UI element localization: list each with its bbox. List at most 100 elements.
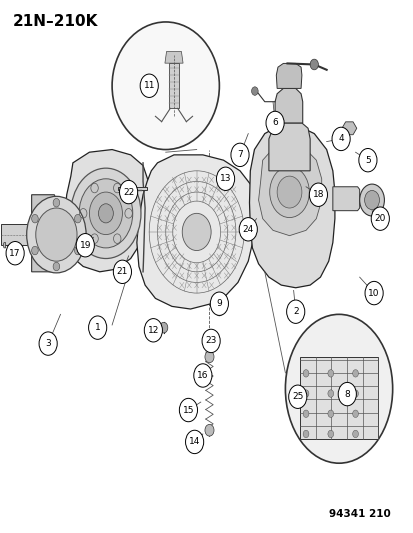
- Polygon shape: [3, 243, 6, 248]
- Text: 3: 3: [45, 339, 51, 348]
- Circle shape: [179, 398, 197, 422]
- Circle shape: [53, 198, 59, 207]
- Text: 13: 13: [219, 174, 231, 183]
- Text: 7: 7: [237, 150, 242, 159]
- Circle shape: [230, 143, 249, 166]
- Circle shape: [239, 217, 257, 241]
- Circle shape: [193, 364, 211, 387]
- Circle shape: [210, 292, 228, 316]
- Polygon shape: [118, 187, 147, 190]
- Circle shape: [202, 329, 220, 353]
- Circle shape: [302, 390, 308, 397]
- Circle shape: [276, 176, 301, 208]
- Circle shape: [159, 322, 167, 333]
- Circle shape: [286, 300, 304, 324]
- Circle shape: [269, 166, 309, 217]
- Circle shape: [39, 332, 57, 356]
- Circle shape: [327, 430, 333, 438]
- Circle shape: [53, 262, 59, 271]
- Polygon shape: [1, 224, 36, 245]
- Polygon shape: [249, 126, 334, 288]
- Polygon shape: [164, 52, 183, 63]
- Circle shape: [119, 180, 138, 204]
- Circle shape: [359, 184, 384, 216]
- Text: 6: 6: [272, 118, 277, 127]
- Circle shape: [327, 390, 333, 397]
- Ellipse shape: [112, 22, 219, 150]
- Text: 11: 11: [143, 81, 154, 90]
- Polygon shape: [31, 195, 56, 272]
- Circle shape: [302, 369, 308, 377]
- Circle shape: [113, 260, 131, 284]
- Circle shape: [79, 179, 133, 248]
- Text: 14: 14: [188, 438, 200, 447]
- Text: 5: 5: [364, 156, 370, 165]
- Text: 94341 210: 94341 210: [328, 509, 389, 519]
- Polygon shape: [169, 63, 179, 108]
- Text: 4: 4: [337, 134, 343, 143]
- Circle shape: [364, 190, 379, 209]
- Circle shape: [6, 241, 24, 265]
- Circle shape: [204, 351, 214, 363]
- Text: 22: 22: [123, 188, 134, 197]
- Polygon shape: [12, 243, 18, 248]
- Circle shape: [302, 430, 308, 438]
- Polygon shape: [137, 155, 256, 309]
- Circle shape: [31, 214, 38, 223]
- Circle shape: [370, 207, 389, 230]
- Text: 16: 16: [197, 371, 208, 380]
- Circle shape: [288, 385, 306, 408]
- Circle shape: [89, 192, 122, 235]
- Text: 24: 24: [242, 225, 253, 234]
- Circle shape: [309, 59, 318, 70]
- Circle shape: [358, 149, 376, 172]
- Circle shape: [71, 168, 141, 259]
- Polygon shape: [299, 357, 377, 439]
- Circle shape: [74, 214, 81, 223]
- Circle shape: [352, 410, 358, 417]
- Text: 21: 21: [116, 268, 128, 276]
- Circle shape: [364, 281, 382, 305]
- Text: 10: 10: [368, 288, 379, 297]
- Circle shape: [266, 111, 283, 135]
- Ellipse shape: [285, 314, 392, 463]
- Circle shape: [31, 246, 38, 255]
- Circle shape: [205, 336, 212, 346]
- Polygon shape: [332, 187, 359, 211]
- Text: 19: 19: [79, 241, 91, 250]
- Text: 17: 17: [9, 249, 21, 258]
- Text: 1: 1: [95, 323, 100, 332]
- Text: 21N–210K: 21N–210K: [13, 14, 98, 29]
- Circle shape: [216, 308, 222, 316]
- Text: 15: 15: [182, 406, 194, 415]
- Circle shape: [74, 246, 81, 255]
- Circle shape: [204, 424, 214, 436]
- Circle shape: [251, 87, 258, 95]
- Circle shape: [185, 430, 203, 454]
- Polygon shape: [258, 144, 321, 236]
- Polygon shape: [64, 150, 149, 272]
- Circle shape: [327, 410, 333, 417]
- Circle shape: [182, 213, 211, 251]
- Circle shape: [140, 74, 158, 98]
- Circle shape: [98, 204, 113, 223]
- Circle shape: [352, 430, 358, 438]
- Text: 12: 12: [147, 326, 159, 335]
- Circle shape: [26, 196, 86, 273]
- Circle shape: [216, 167, 234, 190]
- Polygon shape: [268, 123, 309, 171]
- Circle shape: [327, 369, 333, 377]
- Polygon shape: [275, 63, 301, 88]
- Circle shape: [331, 127, 349, 151]
- Text: 18: 18: [312, 190, 323, 199]
- Text: 8: 8: [344, 390, 349, 399]
- Circle shape: [309, 183, 327, 206]
- Circle shape: [352, 390, 358, 397]
- Polygon shape: [341, 122, 356, 135]
- Circle shape: [352, 369, 358, 377]
- Text: 2: 2: [292, 307, 298, 316]
- Circle shape: [76, 233, 94, 257]
- Text: 23: 23: [205, 336, 216, 345]
- Circle shape: [144, 319, 162, 342]
- Circle shape: [88, 316, 107, 340]
